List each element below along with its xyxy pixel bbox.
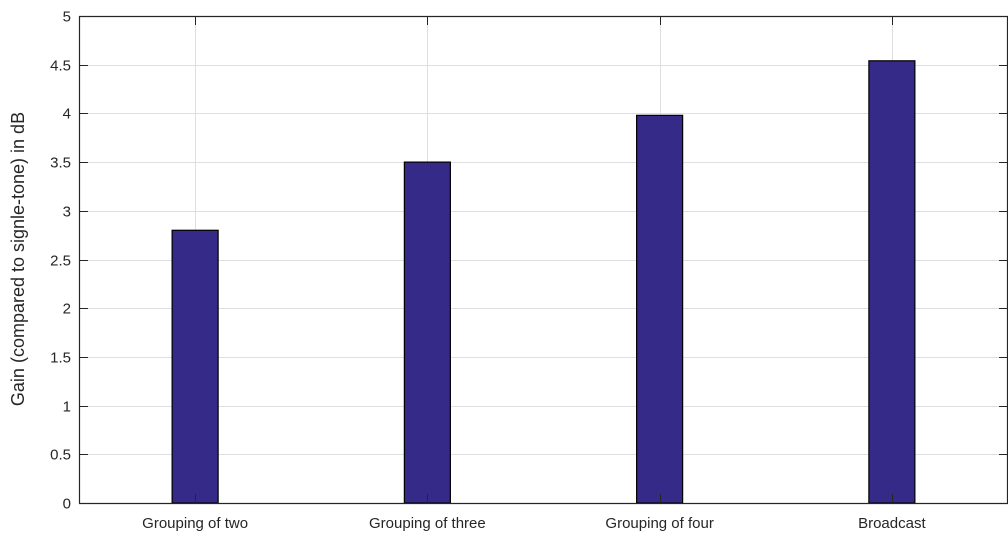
bar xyxy=(171,229,219,504)
y-tick-label: 1.5 xyxy=(50,350,71,367)
y-tick-label: 3 xyxy=(63,204,71,221)
y-tick-label: 2 xyxy=(63,301,71,318)
x-tick-label: Grouping of four xyxy=(605,515,713,532)
y-tick-label: 3.5 xyxy=(50,155,71,172)
y-tick-label: 5 xyxy=(63,9,71,26)
y-tick-label: 2.5 xyxy=(50,253,71,270)
bar xyxy=(636,114,684,504)
bars-layer xyxy=(171,60,916,504)
labels-layer: 0 0.5 1 1.5 2 2.5 3 3.5 4 4.5 5 Grouping of two Grou… xyxy=(50,9,926,533)
bar xyxy=(868,60,916,504)
x-tick-label: Broadcast xyxy=(858,515,926,532)
y-tick-label: 0.5 xyxy=(50,447,71,464)
y-tick-label: 4 xyxy=(63,106,71,123)
y-tick-label: 4.5 xyxy=(50,58,71,75)
y-tick-label: 0 xyxy=(63,496,71,513)
y-tick-label: 1 xyxy=(63,399,71,416)
bar xyxy=(403,161,451,504)
x-tick-label: Grouping of two xyxy=(142,515,248,532)
x-tick-label: Grouping of three xyxy=(369,515,486,532)
y-axis-title: Gain (compared to signle-tone) in dB xyxy=(8,112,28,406)
